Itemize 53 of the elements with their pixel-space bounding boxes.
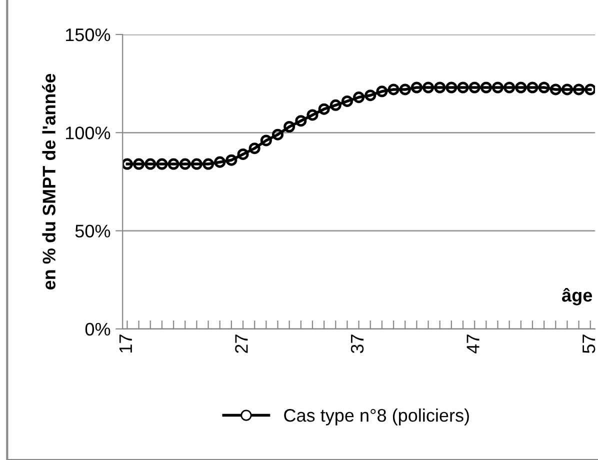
x-tick-label: 27 <box>235 334 248 353</box>
point <box>284 120 296 133</box>
point <box>133 158 145 170</box>
y-tick-label: 100% <box>66 126 110 140</box>
point <box>480 82 492 94</box>
point <box>538 82 550 94</box>
point <box>504 82 516 94</box>
point <box>422 82 434 94</box>
y-tick-label: 50% <box>75 224 110 238</box>
point <box>573 84 585 96</box>
x-tick-label: 37 <box>350 334 364 354</box>
y-tick-label: 150% <box>66 28 110 42</box>
point <box>318 103 330 115</box>
point <box>457 82 469 94</box>
point <box>388 84 400 96</box>
point <box>446 82 458 94</box>
x-tick-label: 47 <box>466 334 480 354</box>
point <box>330 99 342 111</box>
point <box>168 158 180 170</box>
point <box>295 115 307 127</box>
x-tick-label: 17 <box>119 334 132 352</box>
point <box>202 158 214 170</box>
point <box>226 154 238 166</box>
point <box>399 84 411 96</box>
point <box>237 148 249 160</box>
point <box>214 156 226 168</box>
x-axis-title: âge <box>562 288 592 306</box>
point <box>144 158 156 170</box>
point <box>353 92 365 104</box>
point <box>550 84 562 96</box>
point <box>468 82 480 94</box>
point <box>306 109 318 121</box>
point <box>526 82 538 94</box>
point <box>248 142 260 154</box>
point <box>156 158 168 170</box>
point <box>515 82 527 94</box>
point <box>561 84 573 96</box>
point <box>492 82 504 94</box>
point <box>272 128 284 140</box>
point <box>434 82 446 94</box>
x-tick-label: 57 <box>582 334 596 354</box>
point <box>584 84 596 96</box>
point <box>260 134 272 146</box>
legend-label: Cas type n°8 (policiers) <box>284 408 469 426</box>
y-tick-label: 0% <box>85 322 110 336</box>
point <box>190 158 202 170</box>
point <box>376 86 388 98</box>
point <box>179 158 191 170</box>
point <box>122 158 133 170</box>
point <box>364 90 376 102</box>
point <box>341 95 353 107</box>
y-axis-title: en % du SMPT de l'année <box>42 74 56 290</box>
point <box>410 82 422 94</box>
